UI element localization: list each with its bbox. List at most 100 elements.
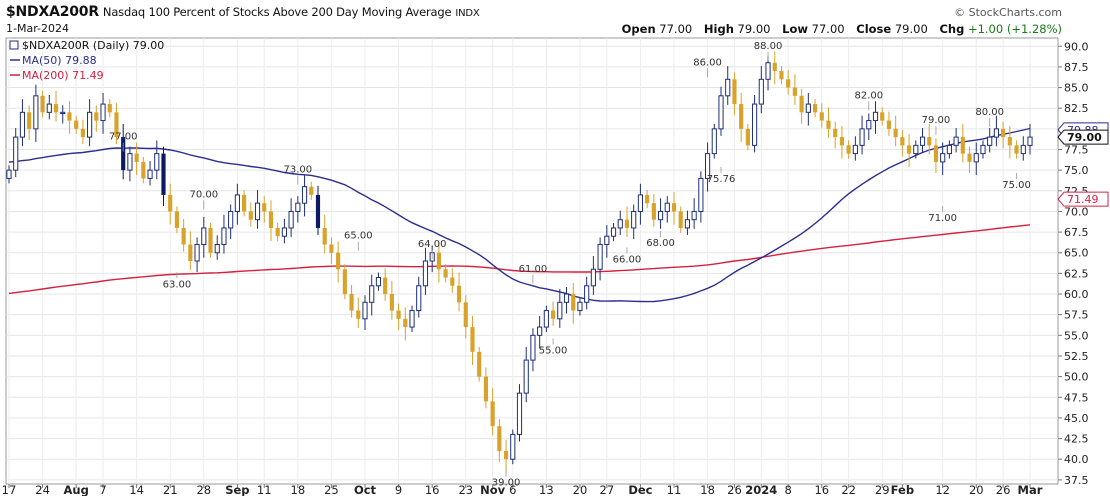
x-tick-label: 26 — [996, 483, 1011, 496]
exchange-label: INDX — [455, 8, 480, 19]
candle-body — [805, 103, 811, 113]
candle-body — [993, 128, 999, 138]
candle-body — [543, 310, 549, 328]
candle-body — [913, 144, 919, 155]
candle-body — [846, 145, 851, 154]
candle-body — [477, 351, 482, 377]
candle-body — [718, 95, 724, 130]
annotation-label: 82.00 — [854, 90, 883, 101]
candle-body — [833, 128, 838, 138]
candle-body — [1001, 128, 1006, 138]
candle-body — [967, 153, 972, 162]
annotation-label: 80.00 — [975, 107, 1004, 118]
price-tag-price — [1057, 129, 1109, 145]
candle-body — [907, 145, 912, 154]
candle-body — [792, 87, 797, 96]
candle-body — [786, 79, 791, 88]
candle-body — [772, 62, 777, 72]
candle-body — [765, 62, 771, 80]
legend-price: $NDXA200R (Daily) 79.00 — [22, 39, 164, 52]
candle-body — [900, 137, 905, 146]
annotation-label: 73.00 — [284, 165, 313, 176]
candle-body — [295, 202, 301, 212]
x-tick-label: Sep — [225, 483, 249, 496]
annotation-label: 71.00 — [928, 213, 957, 224]
candle-body — [248, 211, 253, 220]
candle-body — [880, 112, 885, 121]
candle-body — [194, 243, 200, 262]
candle-body — [6, 169, 12, 179]
x-tick-label: 22 — [841, 483, 856, 496]
x-tick-label: 2024 — [745, 483, 777, 496]
candle-body — [100, 103, 106, 122]
annotation-label: 39.00 — [492, 477, 521, 488]
candle-body — [281, 227, 287, 237]
candle-body — [819, 112, 824, 121]
candle-body — [617, 219, 623, 229]
legend-ma50: MA(50) 79.88 — [22, 54, 97, 67]
candle-body — [725, 78, 731, 97]
candle-body — [67, 112, 72, 121]
candle-body — [188, 244, 193, 261]
annotation-label: 63.00 — [163, 279, 192, 290]
candle-body — [657, 210, 664, 221]
candle-body — [436, 252, 441, 270]
x-tick-label: 18 — [291, 483, 306, 496]
candle-body — [221, 227, 227, 245]
x-tick-label: 17 — [2, 483, 17, 496]
chg-label: Chg — [939, 22, 965, 36]
y-tick-label: 90.0 — [1064, 40, 1089, 53]
candle-body — [678, 211, 683, 228]
candle-body — [201, 227, 207, 245]
candle-body — [33, 95, 39, 130]
candle-body — [288, 210, 294, 229]
y-tick-label: 42.5 — [1064, 433, 1089, 446]
x-tick-label: 7 — [99, 483, 106, 496]
candle-body — [214, 243, 220, 254]
candle-body — [745, 128, 750, 146]
ma200-line — [8, 224, 1031, 295]
x-tick-label: 29 — [875, 483, 890, 496]
x-tick-label: 13 — [539, 483, 554, 496]
candle-body — [610, 227, 617, 237]
chart-date: 1-Mar-2024 — [6, 22, 69, 35]
open-value: 77.00 — [659, 22, 693, 36]
candle-body — [516, 392, 523, 435]
stockcharts-credit: © StockCharts.com — [954, 6, 1062, 19]
candle-body — [872, 111, 879, 122]
candle-body — [711, 128, 717, 155]
annotation-label: 88.00 — [754, 41, 783, 52]
y-tick-label: 40.0 — [1064, 453, 1089, 466]
candle-body — [953, 136, 959, 146]
candle-body — [624, 219, 630, 228]
open-label: Open — [621, 22, 656, 36]
y-tick-label: 50.0 — [1064, 371, 1089, 384]
candle-body — [107, 104, 112, 113]
candle-body — [46, 103, 52, 113]
annotation-label: 55.00 — [539, 345, 568, 356]
candle-body — [651, 203, 656, 220]
annotation-label: 68.00 — [646, 238, 675, 249]
x-tick-label: 23 — [458, 483, 473, 496]
candle-body — [383, 277, 388, 295]
candle-body — [1027, 136, 1033, 146]
candle-body — [268, 211, 274, 228]
candle-body — [758, 78, 764, 105]
candle-body — [403, 318, 408, 328]
plot-frame — [5, 37, 1059, 485]
candle-body — [987, 136, 993, 146]
candle-body — [933, 145, 939, 162]
candle-body — [577, 301, 583, 312]
symbol-description: Nasdaq 100 Percent of Stocks Above 200 D… — [102, 5, 452, 19]
candle-body — [114, 112, 119, 138]
candle-body — [329, 244, 334, 253]
grid-lines — [6, 38, 1058, 484]
x-tick-label: 21 — [163, 483, 178, 496]
x-tick-label: 11 — [257, 483, 272, 496]
x-tick-label: Oct — [354, 483, 377, 496]
candle-body — [80, 128, 85, 138]
candle-body — [94, 112, 99, 121]
candle-body — [537, 326, 543, 336]
